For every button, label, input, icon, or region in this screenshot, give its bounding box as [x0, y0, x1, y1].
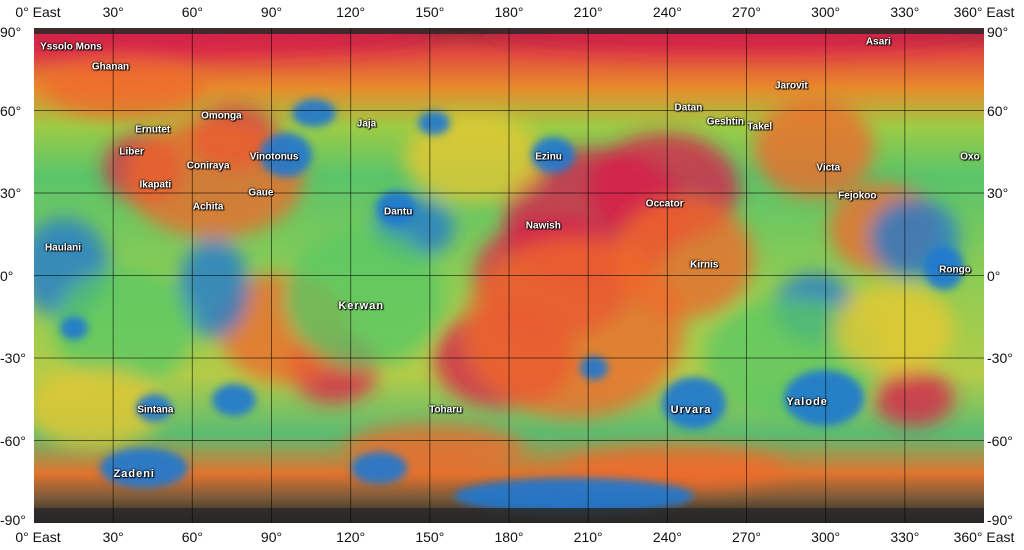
ceres-topography-map: Yssolo Mons Ghanan Omonga Ernutet Liber Conir… — [34, 28, 984, 523]
longitude-tick-top: 360° East — [953, 4, 1015, 20]
longitude-tick-bottom: 120° — [336, 529, 366, 545]
elevation-region — [34, 368, 164, 448]
crater-basin — [212, 384, 256, 416]
elevation-region — [44, 58, 204, 118]
longitude-tick-top: 330° — [890, 4, 920, 20]
longitude-tick-bottom: 0° East — [15, 529, 61, 545]
longitude-tick-bottom: 360° East — [953, 529, 1015, 545]
crater-basin — [351, 452, 407, 484]
longitude-tick-top: 60° — [181, 4, 203, 20]
latitude-tick-left: 30° — [0, 185, 22, 201]
latitude-tick-left: 90° — [0, 24, 22, 40]
elevation-region — [564, 446, 784, 490]
elevation-region — [34, 28, 434, 58]
crater-basin — [100, 448, 188, 488]
topography-map-image — [34, 28, 984, 523]
longitude-tick-bottom: 240° — [652, 529, 682, 545]
longitude-tick-bottom: 210° — [573, 529, 603, 545]
crater-basin — [924, 246, 964, 290]
latitude-tick-right: -60° — [987, 432, 1013, 449]
crater-basin — [136, 394, 172, 422]
longitude-tick-bottom: 60° — [181, 529, 203, 545]
longitude-tick-top: 30° — [102, 4, 124, 20]
crater-basin — [580, 356, 608, 380]
longitude-tick-bottom: 30° — [102, 529, 124, 545]
elevation-region — [874, 370, 954, 426]
elevation-region — [614, 198, 754, 318]
longitude-tick-top: 150° — [415, 4, 445, 20]
latitude-tick-right: -90° — [987, 512, 1013, 528]
crater-basin — [662, 377, 726, 429]
longitude-tick-bottom: 330° — [890, 529, 920, 545]
crater-basin — [292, 99, 336, 127]
longitude-tick-top: 0° East — [15, 4, 61, 20]
crater-basin — [260, 133, 312, 177]
longitude-tick-top: 120° — [336, 4, 366, 20]
latitude-tick-left: -90° — [0, 512, 26, 528]
crater-basin — [784, 370, 864, 426]
longitude-tick-top: 270° — [732, 4, 761, 20]
longitude-tick-bottom: 90° — [260, 529, 283, 545]
crater-basins — [60, 99, 964, 514]
latitude-tick-left: 0° — [0, 267, 14, 284]
crater-basin — [454, 478, 694, 514]
crater-basin — [60, 316, 88, 340]
latitude-tick-left: 60° — [0, 102, 22, 119]
crater-basin — [418, 111, 450, 135]
latitude-tick-left: -60° — [0, 432, 26, 449]
latitude-tick-left: -30° — [0, 350, 26, 366]
longitude-tick-top: 180° — [494, 4, 524, 20]
elevation-region — [124, 118, 304, 238]
longitude-tick-top: 240° — [652, 4, 682, 20]
longitude-tick-top: 300° — [811, 4, 841, 20]
longitude-tick-top: 90° — [260, 4, 283, 20]
latitude-tick-right: 60° — [987, 102, 1009, 119]
longitude-tick-bottom: 270° — [732, 529, 761, 545]
graticule — [34, 28, 984, 523]
elevation-region — [754, 98, 874, 198]
elevation-region — [284, 228, 444, 368]
latitude-tick-right: -30° — [987, 350, 1013, 366]
elevation-region — [179, 238, 249, 338]
elevation-region — [834, 283, 954, 373]
latitude-tick-right: 90° — [987, 24, 1009, 40]
longitude-tick-top: 210° — [573, 4, 603, 20]
latitude-tick-right: 0° — [987, 267, 1001, 284]
crater-basin — [531, 137, 575, 173]
longitude-tick-bottom: 180° — [494, 529, 524, 545]
latitude-tick-right: 30° — [987, 185, 1009, 201]
crater-basin — [376, 191, 416, 225]
longitude-tick-bottom: 300° — [811, 529, 841, 545]
longitude-tick-bottom: 150° — [415, 529, 445, 545]
